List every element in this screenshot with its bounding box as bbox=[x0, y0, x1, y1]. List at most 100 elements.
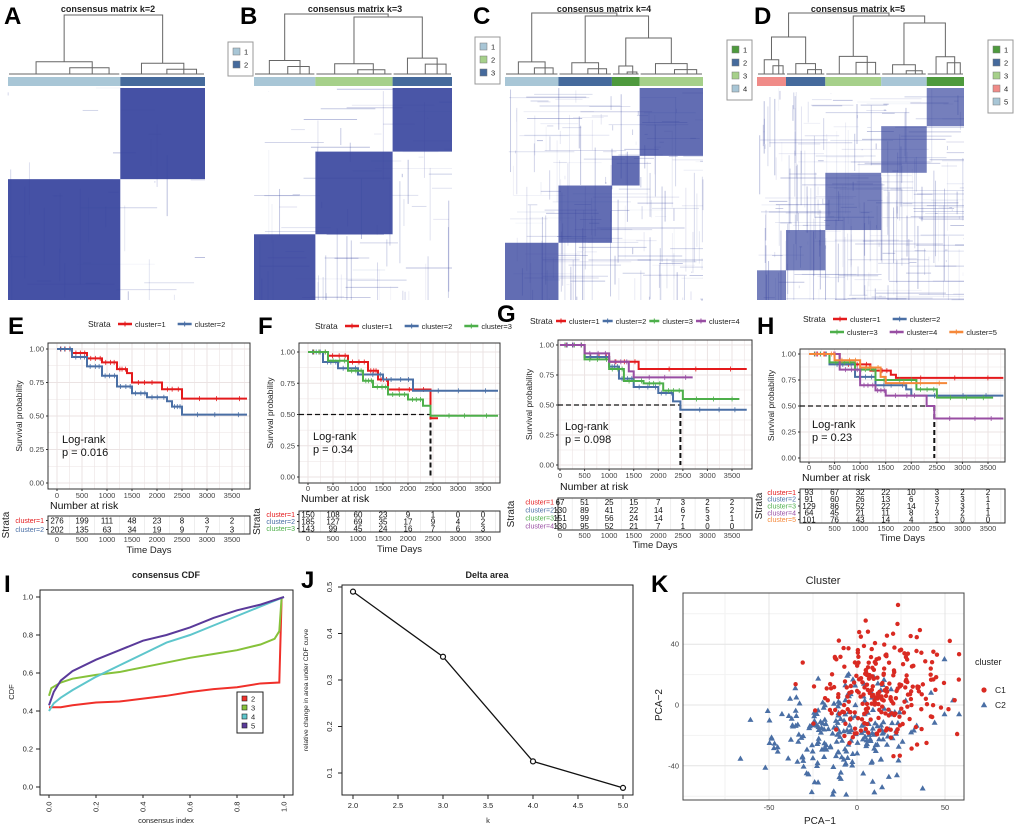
risk-table-count: 3 bbox=[205, 516, 210, 525]
scatter-point-C1 bbox=[909, 746, 914, 751]
panel-label: C bbox=[473, 3, 490, 30]
scatter-point-C2 bbox=[834, 749, 841, 755]
scatter-point-C1 bbox=[869, 646, 874, 652]
legend-marker-C1 bbox=[981, 687, 987, 693]
cluster-color-bar-1 bbox=[611, 77, 640, 86]
scatter-point-C1 bbox=[923, 659, 928, 664]
scatter-point-C2 bbox=[785, 755, 792, 761]
risk-x-tick-label: 2000 bbox=[149, 535, 166, 544]
y-tick-label: 0.50 bbox=[29, 412, 44, 421]
cluster-color-bar-1 bbox=[8, 77, 121, 86]
risk-table-count: 1 bbox=[935, 515, 940, 524]
y-tick-label: 40 bbox=[671, 640, 679, 649]
scatter-point-C1 bbox=[836, 638, 842, 643]
scatter-point-C2 bbox=[908, 729, 915, 735]
scatter-point-C1 bbox=[892, 645, 897, 650]
consensus-block-cluster-2 bbox=[785, 230, 826, 271]
risk-table-count: 3 bbox=[960, 502, 965, 511]
risk-table-count: 32 bbox=[856, 488, 865, 497]
scatter-point-C2 bbox=[762, 764, 769, 770]
x-tick-label: 0 bbox=[855, 803, 859, 812]
scatter-point-C1 bbox=[847, 740, 852, 746]
x-tick-label: 5.0 bbox=[618, 801, 628, 810]
scatter-point-C2 bbox=[867, 735, 874, 742]
risk-table-count: 13 bbox=[881, 495, 890, 504]
scatter-point-C1 bbox=[844, 685, 849, 690]
scatter-point-C1 bbox=[879, 697, 885, 702]
survival-curve-cluster=2 bbox=[57, 348, 247, 416]
x-tick-label: 0 bbox=[306, 484, 310, 493]
scatter-point-C1 bbox=[869, 694, 875, 699]
risk-table-border bbox=[47, 515, 251, 535]
scatter-point-C1 bbox=[831, 684, 837, 690]
scatter-point-C1 bbox=[883, 711, 888, 716]
scatter-point-C2 bbox=[787, 736, 794, 742]
scatter-point-C2 bbox=[809, 748, 816, 754]
scatter-point-C1 bbox=[863, 726, 869, 732]
risk-x-tick-label: 1500 bbox=[124, 535, 141, 544]
risk-table-count: 108 bbox=[326, 510, 340, 519]
scatter-point-C2 bbox=[794, 758, 801, 764]
legend-label: 1 bbox=[491, 43, 495, 52]
risk-table-strata-label: cluster=1 bbox=[266, 512, 295, 519]
risk-table-count: 1 bbox=[730, 514, 735, 523]
risk-table-strata-label: cluster=3 bbox=[266, 526, 295, 533]
scatter-point-C1 bbox=[866, 676, 872, 681]
scatter-point-C2 bbox=[849, 750, 856, 756]
risk-table-count: 41 bbox=[605, 506, 614, 515]
legend-title: Strata bbox=[315, 321, 338, 331]
risk-table-title: Number at risk bbox=[301, 493, 370, 505]
dendrogram-branch bbox=[892, 64, 916, 74]
cluster-color-bar-2 bbox=[315, 77, 393, 86]
x-tick-label: 1000 bbox=[99, 491, 116, 500]
risk-table-title: Number at risk bbox=[802, 472, 871, 484]
scatter-point-C1 bbox=[911, 663, 916, 669]
risk-x-tick-label: 500 bbox=[327, 534, 340, 543]
risk-table-count: 52 bbox=[605, 522, 614, 531]
risk-table-count: 3 bbox=[230, 525, 235, 534]
risk-x-tick-label: 0 bbox=[558, 531, 562, 540]
scatter-point-C2 bbox=[788, 715, 795, 721]
risk-table-strata-title: Strata bbox=[252, 508, 263, 535]
dendrogram-branch bbox=[531, 12, 618, 62]
y-axis-label: Survival probability bbox=[524, 368, 534, 440]
scatter-point-C1 bbox=[842, 664, 847, 669]
x-axis-label: PCA−1 bbox=[804, 816, 836, 827]
risk-table-count: 91 bbox=[805, 495, 814, 504]
x-tick-label: 0.8 bbox=[233, 802, 242, 812]
scatter-point-C1 bbox=[884, 726, 890, 731]
scatter-point-C2 bbox=[830, 788, 837, 794]
scatter-point-C2 bbox=[928, 689, 935, 695]
risk-table-count: 56 bbox=[605, 514, 614, 523]
scatter-point-C2 bbox=[787, 695, 794, 701]
cluster-legend: 1 2 3 4 5 bbox=[987, 39, 1014, 114]
scatter-point-C1 bbox=[934, 652, 940, 657]
scatter-point-C2 bbox=[834, 719, 841, 725]
risk-table-count: 15 bbox=[629, 498, 638, 507]
risk-x-tick-label: 1000 bbox=[852, 524, 869, 533]
scatter-point-C1 bbox=[919, 726, 924, 732]
x-tick-label: 2.5 bbox=[393, 801, 403, 810]
legend-swatch-5 bbox=[241, 722, 248, 729]
scatter-point-C2 bbox=[871, 789, 878, 795]
consensus-block-cluster-2 bbox=[120, 88, 205, 180]
scatter-point-C2 bbox=[766, 739, 773, 746]
cluster-legend: 1 2 3 4 bbox=[726, 39, 753, 101]
cdf-curve-k2 bbox=[49, 596, 283, 709]
risk-table-strata-label: cluster=2 bbox=[15, 527, 44, 534]
scatter-point-C1 bbox=[836, 692, 841, 697]
risk-x-tick-label: 1500 bbox=[877, 524, 894, 533]
risk-table-count: 23 bbox=[153, 516, 162, 525]
risk-table-count: 14 bbox=[881, 515, 890, 524]
scatter-point-C2 bbox=[811, 713, 818, 719]
risk-table-count: 45 bbox=[354, 524, 363, 533]
scatter-point-C1 bbox=[811, 721, 816, 726]
risk-x-tick-label: 3500 bbox=[224, 535, 241, 544]
scatter-point-C2 bbox=[842, 761, 849, 767]
cluster-color-bar-4 bbox=[757, 77, 786, 86]
y-tick-label: 0.00 bbox=[280, 473, 295, 482]
legend-label: 2 bbox=[251, 695, 255, 704]
legend-swatch-3 bbox=[731, 71, 740, 80]
survival-curve-cluster=4 bbox=[809, 353, 1004, 420]
legend-label: cluster=4 bbox=[907, 328, 938, 337]
